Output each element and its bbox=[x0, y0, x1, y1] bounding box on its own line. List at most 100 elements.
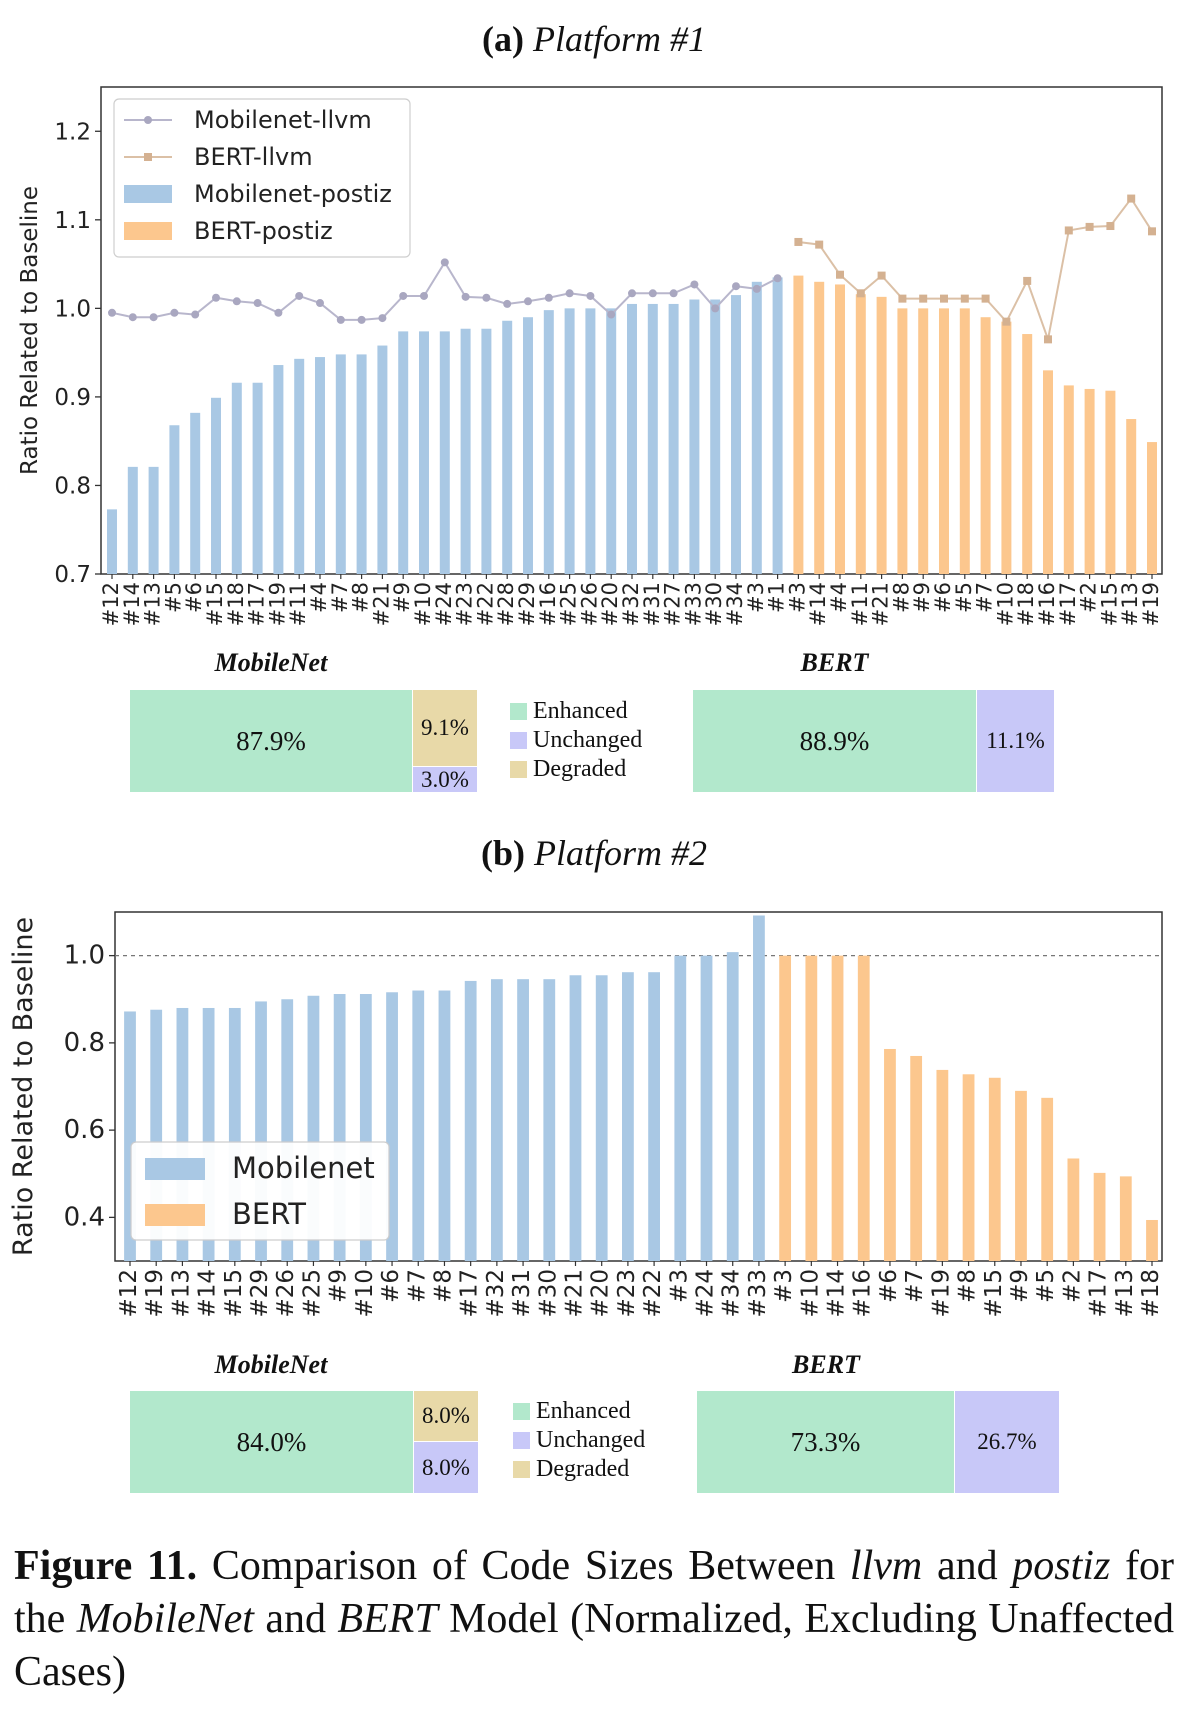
x-tick-label: #30 bbox=[702, 582, 726, 626]
bert-llvm-point bbox=[981, 294, 990, 303]
caption-text-5: Model (Normalized, Excluding Unaffected … bbox=[14, 1596, 1174, 1695]
mobilenet-bar-8 bbox=[356, 354, 367, 574]
x-tick-label: #19 bbox=[1139, 582, 1163, 626]
x-tick-label: #3 bbox=[771, 1269, 797, 1303]
x-tick-label: #12 bbox=[116, 1269, 142, 1318]
mobilenet-bar-31 bbox=[517, 979, 529, 1261]
mobilenet-llvm-point bbox=[108, 308, 116, 317]
mobilenet-llvm-point bbox=[607, 310, 616, 319]
x-tick-label: #8 bbox=[889, 582, 913, 613]
bert-bar-9 bbox=[918, 308, 929, 574]
legend-degraded: Degraded bbox=[513, 1455, 645, 1484]
bert-llvm-point bbox=[940, 294, 948, 303]
x-tick-label: #8 bbox=[955, 1269, 981, 1303]
summary-b-bert-unchanged: 26.7% bbox=[955, 1391, 1059, 1493]
x-tick-label: #20 bbox=[588, 1269, 614, 1318]
x-tick-label: #32 bbox=[483, 1269, 509, 1318]
x-tick-label: #12 bbox=[99, 582, 123, 626]
x-tick-label: #23 bbox=[614, 1269, 640, 1318]
bert-bar-7 bbox=[910, 1055, 923, 1261]
chart-platform-1: 0.7 0.8 0.9 1.0 1.1 1.2 Ratio Related to Basel… bbox=[17, 86, 1163, 626]
mobilenet-bar-3 bbox=[674, 955, 687, 1261]
bert-llvm-point bbox=[898, 294, 907, 303]
x-tick-label: #17 bbox=[457, 1269, 483, 1318]
bert-bar-13 bbox=[1126, 419, 1137, 574]
y-tick-label: 0.8 bbox=[64, 1028, 105, 1058]
x-tick-label: #30 bbox=[535, 1269, 561, 1318]
y-tick-label: 1.1 bbox=[54, 208, 91, 234]
y-axis-label: Ratio Related to Baseline bbox=[8, 917, 39, 1256]
x-tick-label: #5 bbox=[161, 582, 185, 613]
x-tick-label: #14 bbox=[824, 1269, 850, 1318]
bert-bar-13 bbox=[1119, 1176, 1132, 1261]
y-tick-label: 0.8 bbox=[54, 473, 91, 499]
bert-bar-10 bbox=[1001, 321, 1012, 574]
x-tick-label: #24 bbox=[693, 1269, 719, 1318]
legend-unchanged: Unchanged bbox=[513, 1426, 645, 1455]
mobilenet-llvm-point bbox=[524, 297, 532, 306]
caption-text-1: Comparison of Code Sizes Between bbox=[197, 1543, 850, 1589]
panel-a-title: (a) Platform #1 bbox=[0, 18, 1188, 60]
x-tick-label: #18 bbox=[1014, 582, 1038, 626]
x-tick-label: #15 bbox=[981, 1269, 1007, 1318]
x-tick-label: #6 bbox=[182, 582, 206, 613]
mobilenet-bar-32 bbox=[490, 979, 503, 1261]
caption-text-3: for the bbox=[14, 1543, 1175, 1642]
mobilenet-bar-33 bbox=[689, 299, 700, 574]
summary-platform-1: MobileNet 87.9% 9.1% 3.0% Enhanced Uncha… bbox=[0, 0, 1188, 792]
mobilenet-bar-21 bbox=[377, 345, 388, 574]
bert-llvm-point bbox=[1023, 276, 1032, 285]
mobilenet-llvm-point bbox=[253, 299, 262, 308]
mobilenet-llvm-point bbox=[711, 304, 720, 313]
bert-bar-8 bbox=[897, 308, 908, 574]
summary-b-mobilenet-title: MobileNet bbox=[214, 1350, 328, 1379]
mobilenet-llvm-point bbox=[212, 293, 220, 302]
legend-bert-postiz-swatch bbox=[124, 222, 172, 240]
x-tick-label: #29 bbox=[515, 582, 539, 626]
mobilenet-bar-26 bbox=[281, 999, 294, 1261]
x-tick-label: #6 bbox=[378, 1269, 404, 1303]
bert-bar-6 bbox=[939, 308, 949, 574]
mobilenet-bar-23 bbox=[622, 972, 634, 1261]
x-tick-label: #31 bbox=[640, 582, 664, 626]
mobilenet-bar-22 bbox=[481, 328, 492, 574]
mobilenet-bar-7 bbox=[412, 990, 425, 1261]
mobilenet-bar-25 bbox=[307, 995, 320, 1261]
summary-a-bert-unchanged: 11.1% bbox=[977, 690, 1054, 792]
mobilenet-bar-30 bbox=[710, 299, 721, 574]
x-tick-label: #34 bbox=[723, 582, 747, 626]
mobilenet-bar-1 bbox=[772, 277, 783, 574]
x-tick-label: #6 bbox=[931, 582, 955, 613]
x-tick-label: #27 bbox=[661, 582, 685, 626]
legend-mobilenet-swatch bbox=[145, 1158, 205, 1180]
x-tick-label: #7 bbox=[404, 1269, 430, 1303]
legend-bert-label: BERT bbox=[232, 1197, 306, 1231]
mobilenet-llvm-point bbox=[420, 291, 428, 300]
x-tick-label: #22 bbox=[640, 1269, 666, 1318]
x-tick-label: #7 bbox=[973, 582, 997, 613]
mobilenet-llvm-point bbox=[461, 292, 470, 301]
legend-bert-llvm-marker bbox=[144, 153, 152, 161]
bert-bar-10 bbox=[805, 955, 818, 1261]
mobilenet-llvm-point bbox=[773, 274, 782, 283]
x-tick-label: #10 bbox=[411, 582, 435, 626]
mobilenet-llvm-point bbox=[128, 313, 137, 322]
legend-platform-2: Mobilenet BERT bbox=[130, 1141, 390, 1241]
x-tick-label: #26 bbox=[577, 582, 601, 626]
mobilenet-llvm-point bbox=[274, 308, 283, 317]
bert-llvm-point bbox=[1002, 317, 1011, 326]
mobilenet-bar-27 bbox=[668, 303, 679, 574]
bert-llvm-point bbox=[1085, 222, 1094, 231]
x-tick-label: #15 bbox=[203, 582, 227, 626]
bert-llvm-point bbox=[794, 237, 803, 246]
bert-bar-18 bbox=[1022, 334, 1033, 574]
y-tick-label: 1.0 bbox=[64, 941, 105, 971]
bert-llvm-point bbox=[960, 294, 969, 303]
bert-bar-3 bbox=[793, 275, 804, 574]
mobilenet-bar-9 bbox=[398, 331, 409, 574]
mobilenet-bar-14 bbox=[202, 1007, 215, 1261]
legend-unchanged-label: Unchanged bbox=[533, 727, 643, 753]
bert-bar-8 bbox=[962, 1074, 975, 1261]
enhanced-swatch bbox=[513, 1403, 530, 1420]
mobilenet-bar-25 bbox=[564, 308, 575, 574]
